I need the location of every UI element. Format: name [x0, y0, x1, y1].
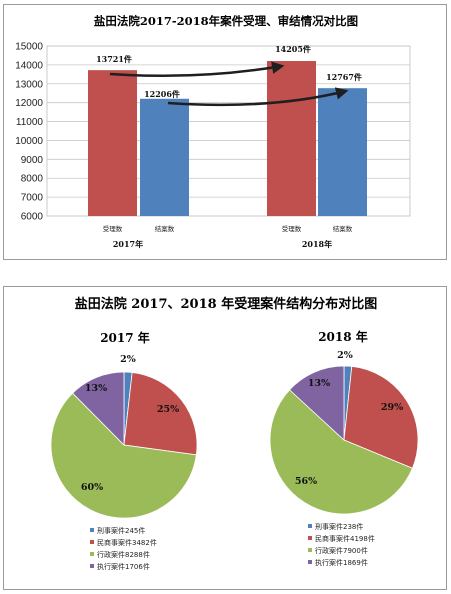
pie-slice — [343, 365, 419, 469]
pie-chart-title: 盐田法院 2017、2018 年受理案件结构分布对比图 — [75, 296, 377, 312]
pie-percent-label: 56% — [295, 476, 317, 487]
legend-swatch — [90, 552, 94, 556]
category-label: 结案数 — [333, 224, 353, 233]
legend-swatch — [308, 548, 312, 552]
y-tick-label: 15000 — [15, 42, 43, 53]
legend-label: 刑事案件245件 — [97, 526, 145, 535]
legend-swatch — [90, 564, 94, 568]
category-label: 受理数 — [103, 224, 123, 233]
y-tick-label: 8000 — [21, 174, 44, 185]
pie-percent-label: 29% — [381, 402, 403, 413]
bar-chart-title: 盐田法院2017-2018年案件受理、审结情况对比图 — [94, 14, 358, 28]
pie-slice — [269, 389, 413, 515]
data-label: 13721件 — [96, 54, 132, 64]
bar — [88, 70, 137, 216]
y-tick-label: 6000 — [21, 212, 44, 223]
category-label: 受理数 — [282, 224, 302, 233]
legend-label: 民商事案件3482件 — [97, 538, 157, 547]
data-label: 12206件 — [144, 89, 180, 99]
pie-slice — [288, 365, 345, 441]
pie-percent-label: 60% — [81, 482, 103, 493]
pie-2018-subtitle: 2018 年 — [318, 329, 368, 344]
y-tick-label: 13000 — [15, 79, 43, 90]
y-tick-label: 12000 — [15, 98, 43, 109]
pie-slice — [72, 371, 125, 446]
legend-label: 行政案件8288件 — [97, 550, 150, 559]
legend-label: 刑事案件238件 — [315, 522, 363, 531]
pie-percent-label: 2% — [337, 350, 353, 361]
legend-label: 行政案件7900件 — [315, 546, 368, 555]
y-tick-label: 14000 — [15, 60, 43, 71]
pie-slice — [50, 392, 197, 519]
legend-label: 民商事案件4198件 — [315, 534, 375, 543]
data-label: 12767件 — [326, 72, 362, 82]
pie-slice — [123, 372, 198, 456]
legend-swatch — [308, 524, 312, 528]
legend-label: 执行案件1869件 — [315, 558, 368, 567]
legend-swatch — [90, 528, 94, 532]
y-tick-label: 9000 — [21, 155, 44, 166]
pie-2017-subtitle: 2017 年 — [100, 330, 150, 345]
group-label-2017: 2017年 — [113, 239, 143, 249]
bar — [140, 98, 189, 216]
pie-percent-label: 2% — [120, 354, 136, 365]
growth-arrow-received — [109, 61, 285, 78]
group-label-2018: 2018年 — [302, 239, 332, 249]
pie-percent-label: 25% — [157, 404, 179, 415]
pie-percent-label: 13% — [85, 383, 107, 394]
y-tick-label: 7000 — [21, 193, 44, 204]
category-label: 结案数 — [155, 224, 175, 233]
growth-arrow-closed — [167, 87, 349, 107]
legend-swatch — [90, 540, 94, 544]
y-tick-label: 11000 — [16, 117, 44, 128]
legend-swatch — [308, 536, 312, 540]
data-label: 14205件 — [275, 44, 311, 54]
bar — [267, 61, 316, 217]
legend-swatch — [308, 560, 312, 564]
bar — [318, 88, 367, 216]
pie-percent-label: 13% — [308, 378, 330, 389]
legend-label: 执行案件1706件 — [97, 562, 150, 571]
y-tick-label: 10000 — [15, 136, 43, 147]
